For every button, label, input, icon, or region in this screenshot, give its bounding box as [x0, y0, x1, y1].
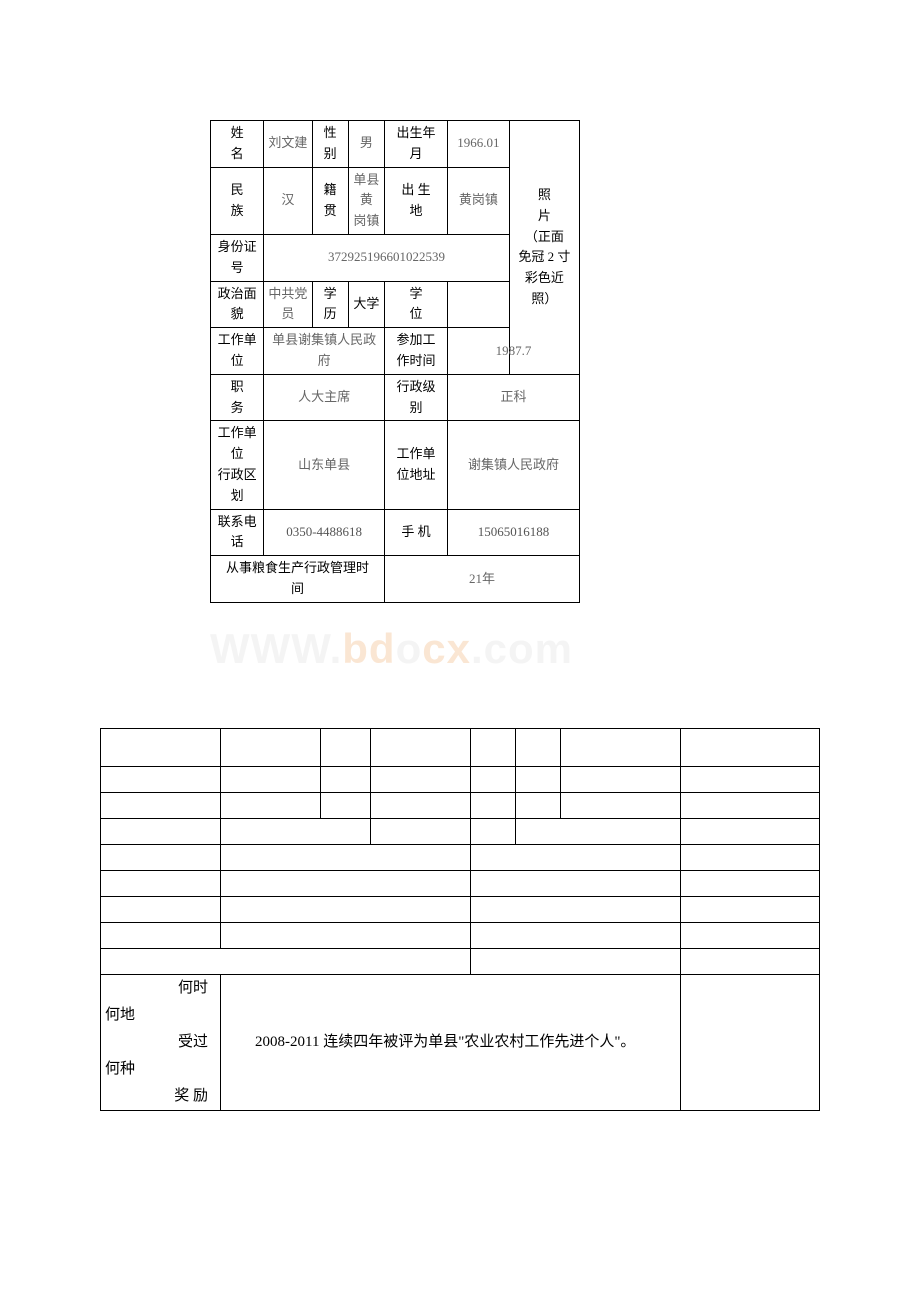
birthplace-label: 出 生地 — [385, 167, 448, 234]
district-label: 工作单位行政区划 — [211, 421, 264, 509]
watermark-cx: cx — [422, 625, 471, 672]
personnel-info-table: 姓名 刘文建 性别 男 出生年月 1966.01 照片（正面免冠 2 寸彩色近照… — [210, 120, 580, 603]
political-label: 政治面貌 — [211, 281, 264, 328]
empty-row — [101, 948, 820, 974]
award-label: 何时 何地 受过 何种 奖 励 — [101, 974, 221, 1110]
award-content: 2008-2011 连续四年被评为单县"农业农村工作先进个人"。 — [221, 974, 681, 1110]
gender-value: 男 — [348, 121, 384, 168]
workunit-label: 工作单位 — [211, 328, 264, 375]
award-row: 何时 何地 受过 何种 奖 励 2008-2011 连续四年被评为单县"农业农村… — [101, 974, 820, 1110]
workunit-value: 单县谢集镇人民政府 — [264, 328, 385, 375]
birth-value: 1966.01 — [447, 121, 509, 168]
mobile-value: 15065016188 — [447, 509, 579, 556]
birthplace-value: 黄岗镇 — [447, 167, 509, 234]
political-value: 中共党员 — [264, 281, 312, 328]
mobile-label: 手 机 — [385, 509, 448, 556]
empty-row — [101, 792, 820, 818]
ethnic-value: 汉 — [264, 167, 312, 234]
empty-row — [101, 870, 820, 896]
joinwork-label: 参加工作时间 — [385, 328, 448, 375]
ethnic-label: 民族 — [211, 167, 264, 234]
tel-value: 0350-4488618 — [264, 509, 385, 556]
secondary-table: 何时 何地 受过 何种 奖 励 2008-2011 连续四年被评为单县"农业农村… — [100, 728, 820, 1111]
gender-label: 性别 — [312, 121, 348, 168]
native-value: 单县黄岗镇 — [348, 167, 384, 234]
name-value: 刘文建 — [264, 121, 312, 168]
empty-row — [101, 844, 820, 870]
addr-label: 工作单位地址 — [385, 421, 448, 509]
edu-value: 大学 — [348, 281, 384, 328]
watermark: WWW.bdocx.com — [210, 625, 573, 673]
tel-label: 联系电话 — [211, 509, 264, 556]
district-value: 山东单县 — [264, 421, 385, 509]
native-label: 籍贯 — [312, 167, 348, 234]
rank-value: 正科 — [447, 374, 579, 421]
watermark-bd: bd — [342, 625, 395, 672]
id-value: 372925196601022539 — [264, 234, 510, 281]
watermark-suffix: .com — [471, 625, 573, 672]
name-label: 姓名 — [211, 121, 264, 168]
watermark-o: o — [396, 625, 423, 672]
degree-value — [447, 281, 509, 328]
grain-value: 21年 — [385, 556, 580, 603]
award-empty — [681, 974, 820, 1110]
id-label: 身份证号 — [211, 234, 264, 281]
watermark-prefix: WWW. — [210, 625, 342, 672]
birth-label: 出生年月 — [385, 121, 448, 168]
empty-row — [101, 896, 820, 922]
empty-row — [101, 922, 820, 948]
position-value: 人大主席 — [264, 374, 385, 421]
addr-value: 谢集镇人民政府 — [447, 421, 579, 509]
rank-label: 行政级别 — [385, 374, 448, 421]
empty-row — [101, 766, 820, 792]
degree-label: 学位 — [385, 281, 448, 328]
position-label: 职务 — [211, 374, 264, 421]
joinwork-value: 1987.7 — [447, 328, 579, 375]
empty-row — [101, 728, 820, 766]
edu-label: 学历 — [312, 281, 348, 328]
grain-label: 从事粮食生产行政管理时间 — [211, 556, 385, 603]
empty-row — [101, 818, 820, 844]
